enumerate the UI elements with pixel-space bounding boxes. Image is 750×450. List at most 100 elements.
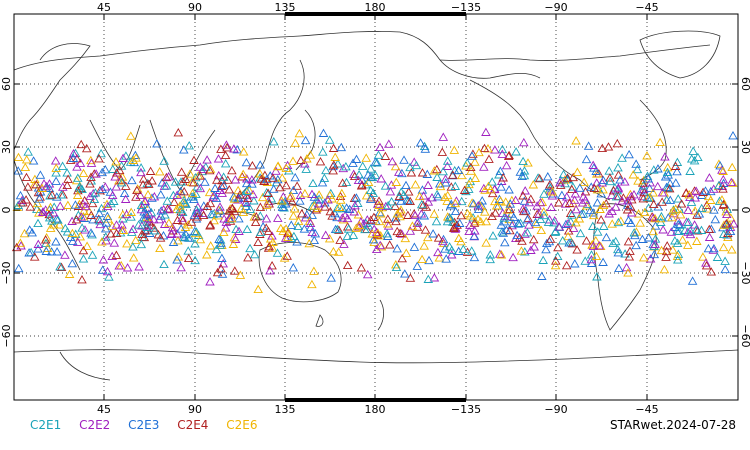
observation-marker bbox=[242, 174, 252, 183]
observation-marker bbox=[95, 219, 105, 229]
observation-marker bbox=[571, 204, 581, 214]
observation-marker bbox=[172, 255, 182, 264]
observation-marker bbox=[623, 268, 633, 277]
observation-marker bbox=[644, 183, 655, 193]
observation-marker bbox=[91, 169, 101, 178]
observation-marker bbox=[78, 168, 89, 178]
observation-marker bbox=[400, 269, 410, 278]
observation-marker bbox=[224, 206, 235, 215]
observation-marker bbox=[683, 240, 693, 249]
observation-marker bbox=[596, 188, 606, 198]
left-lat-label: 30 bbox=[0, 140, 13, 154]
observation-marker bbox=[230, 234, 241, 243]
observation-marker bbox=[563, 218, 573, 228]
observation-marker bbox=[56, 190, 67, 199]
observation-marker bbox=[136, 239, 147, 249]
observation-marker bbox=[328, 143, 339, 152]
observation-marker bbox=[215, 235, 226, 244]
observation-marker bbox=[628, 170, 639, 179]
observation-marker bbox=[109, 196, 119, 205]
observation-marker bbox=[405, 226, 416, 235]
observation-marker bbox=[268, 173, 278, 182]
observation-marker bbox=[623, 215, 634, 224]
observation-marker bbox=[648, 199, 659, 209]
observation-marker bbox=[208, 209, 218, 218]
observation-marker bbox=[152, 138, 162, 148]
observation-marker bbox=[519, 196, 530, 205]
observation-marker bbox=[396, 205, 406, 214]
observation-marker bbox=[243, 252, 253, 262]
observation-marker bbox=[47, 190, 57, 199]
observation-marker bbox=[29, 252, 40, 261]
observation-marker bbox=[376, 241, 387, 251]
top-lon-label: 45 bbox=[97, 1, 111, 14]
observation-marker bbox=[570, 259, 580, 268]
observation-marker bbox=[314, 199, 324, 208]
observation-marker bbox=[672, 166, 682, 176]
observation-marker bbox=[392, 243, 402, 253]
observation-marker bbox=[630, 230, 640, 240]
observation-marker bbox=[390, 201, 400, 210]
observation-marker bbox=[112, 168, 122, 177]
observation-marker bbox=[596, 215, 606, 224]
observation-marker bbox=[107, 190, 118, 200]
observation-marker bbox=[677, 235, 688, 244]
observation-marker bbox=[553, 242, 563, 252]
observation-marker bbox=[714, 196, 725, 205]
observation-marker bbox=[101, 218, 112, 227]
observation-marker bbox=[149, 225, 160, 235]
observation-marker bbox=[296, 155, 306, 165]
observation-marker bbox=[149, 223, 159, 232]
observation-marker bbox=[481, 216, 491, 226]
observation-marker bbox=[536, 225, 547, 235]
observation-marker bbox=[139, 232, 150, 242]
observation-marker bbox=[255, 173, 265, 182]
observation-marker bbox=[349, 171, 360, 181]
observation-marker bbox=[189, 194, 199, 204]
observation-marker bbox=[18, 197, 28, 207]
observation-marker bbox=[65, 155, 76, 164]
observation-marker bbox=[518, 191, 528, 200]
observation-marker bbox=[176, 167, 187, 176]
observation-marker bbox=[664, 183, 675, 193]
observation-marker bbox=[450, 198, 461, 208]
observation-marker bbox=[374, 207, 385, 217]
observation-marker bbox=[253, 237, 263, 247]
observation-marker bbox=[205, 165, 215, 175]
observation-marker bbox=[508, 218, 518, 228]
observation-marker bbox=[357, 161, 368, 170]
observation-marker bbox=[96, 203, 107, 213]
observation-marker bbox=[545, 234, 556, 243]
bottom-lon-label: −90 bbox=[544, 403, 567, 416]
observation-marker bbox=[68, 148, 79, 158]
observation-marker bbox=[101, 235, 111, 245]
observation-marker bbox=[172, 215, 183, 224]
observation-marker bbox=[613, 162, 623, 172]
observation-marker bbox=[374, 196, 384, 205]
observation-marker bbox=[234, 226, 244, 235]
observation-marker bbox=[718, 229, 729, 239]
observation-marker bbox=[205, 220, 216, 229]
observation-marker bbox=[660, 172, 671, 181]
observation-marker bbox=[518, 156, 528, 166]
observation-marker bbox=[553, 198, 564, 207]
observation-marker bbox=[376, 174, 386, 183]
observation-marker bbox=[290, 138, 301, 147]
observation-marker bbox=[453, 246, 464, 255]
observation-marker bbox=[348, 158, 358, 167]
observation-marker bbox=[498, 173, 508, 182]
legend-item-c2e2: C2E2 bbox=[79, 418, 111, 432]
observation-marker bbox=[410, 179, 421, 189]
observation-marker bbox=[535, 197, 546, 207]
observation-marker bbox=[332, 203, 342, 213]
observation-marker bbox=[386, 196, 397, 206]
observation-marker bbox=[385, 186, 396, 196]
observation-marker bbox=[288, 211, 299, 220]
observation-marker bbox=[442, 156, 453, 165]
observation-marker bbox=[261, 223, 271, 232]
observation-marker bbox=[488, 231, 498, 240]
observation-marker bbox=[304, 238, 314, 248]
observation-marker bbox=[234, 213, 244, 223]
observation-marker bbox=[147, 176, 157, 185]
observation-marker bbox=[244, 185, 254, 195]
